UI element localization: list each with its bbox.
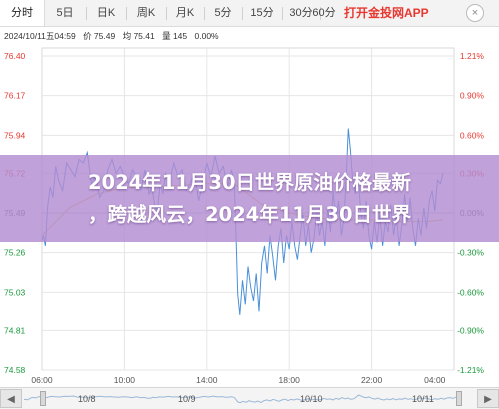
tab-divider xyxy=(204,7,205,20)
tab-divider xyxy=(86,7,87,20)
price-tick-label: 76.40 xyxy=(4,51,26,61)
info-volume: 量 145 xyxy=(162,31,188,41)
time-tick-label: 14:00 xyxy=(196,375,218,385)
percent-tick-label: 1.21% xyxy=(460,51,485,61)
tab-5min[interactable]: 5分 xyxy=(214,7,232,19)
time-axis: 06:00 10:00 14:00 18:00 22:00 04:00 xyxy=(31,375,445,385)
info-price: 价 75.49 xyxy=(83,31,116,41)
tab-5day[interactable]: 5日 xyxy=(56,7,74,19)
percent-tick-label: -0.30% xyxy=(457,248,484,258)
info-datetime: 2024/10/11五04:59 xyxy=(4,31,76,41)
navigator-date: 10/10 xyxy=(300,394,323,404)
percent-tick-label: 0.90% xyxy=(460,91,485,101)
tab-intraday[interactable]: 分时 xyxy=(0,0,45,26)
navigator-right-button[interactable]: ▶ xyxy=(477,389,499,408)
tab-15min[interactable]: 15分 xyxy=(250,7,274,19)
navigator-left-button[interactable]: ◀ xyxy=(0,389,22,408)
navigator-left-handle[interactable] xyxy=(40,391,46,406)
navigator-date: 10/9 xyxy=(178,394,196,404)
price-tick-label: 74.58 xyxy=(4,365,26,375)
time-tick-label: 18:00 xyxy=(279,375,301,385)
price-tick-label: 76.17 xyxy=(4,91,26,101)
price-tick-label: 75.03 xyxy=(4,287,26,297)
percent-tick-label: 0.60% xyxy=(460,130,485,140)
tab-weekly-k[interactable]: 周K xyxy=(136,7,156,19)
tab-daily-k[interactable]: 日K xyxy=(96,7,116,19)
price-tick-label: 75.26 xyxy=(4,248,26,258)
close-icon[interactable]: × xyxy=(466,4,484,22)
headline-banner xyxy=(0,155,499,242)
percent-tick-label: -0.60% xyxy=(457,287,484,297)
tab-30min[interactable]: 30分 xyxy=(289,7,313,19)
tab-60min[interactable]: 60分 xyxy=(312,7,336,19)
navigator-date: 10/8 xyxy=(78,394,96,404)
time-tick-label: 22:00 xyxy=(361,375,383,385)
price-info-bar: 2024/10/11五04:59 价 75.49 均 75.41 量 145 0… xyxy=(4,29,224,43)
percent-tick-label: -1.21% xyxy=(457,365,484,375)
headline-text: 2024年11月30日世界原油价格最新 ，跨越风云，2024年11月30日世界 xyxy=(0,167,499,231)
open-app-promo-link[interactable]: 打开金投网APP xyxy=(344,6,429,20)
headline-line-2: ，跨越风云，2024年11月30日世界 xyxy=(87,203,412,226)
tab-divider xyxy=(320,7,321,20)
time-tick-label: 04:00 xyxy=(424,375,446,385)
tab-divider xyxy=(166,7,167,20)
info-average: 均 75.41 xyxy=(122,31,155,41)
headline-line-1: 2024年11月30日世界原油价格最新 xyxy=(87,171,412,194)
navigator-right-handle[interactable] xyxy=(456,391,462,406)
price-tick-label: 75.94 xyxy=(4,130,26,140)
period-tab-bar: 分时 5日 日K 周K 月K 5分 15分 30分 60分 打开金投网APP × xyxy=(0,0,499,27)
price-tick-label: 74.81 xyxy=(4,325,26,335)
tab-divider xyxy=(126,7,127,20)
percent-tick-label: -0.90% xyxy=(457,325,484,335)
navigator-date: 10/11 xyxy=(412,394,434,404)
tab-monthly-k[interactable]: 月K xyxy=(175,7,195,19)
time-tick-label: 10:00 xyxy=(114,375,136,385)
info-change: 0.00% xyxy=(194,31,219,41)
time-tick-label: 06:00 xyxy=(31,375,53,385)
tab-divider xyxy=(282,7,283,20)
tab-divider xyxy=(242,7,243,20)
